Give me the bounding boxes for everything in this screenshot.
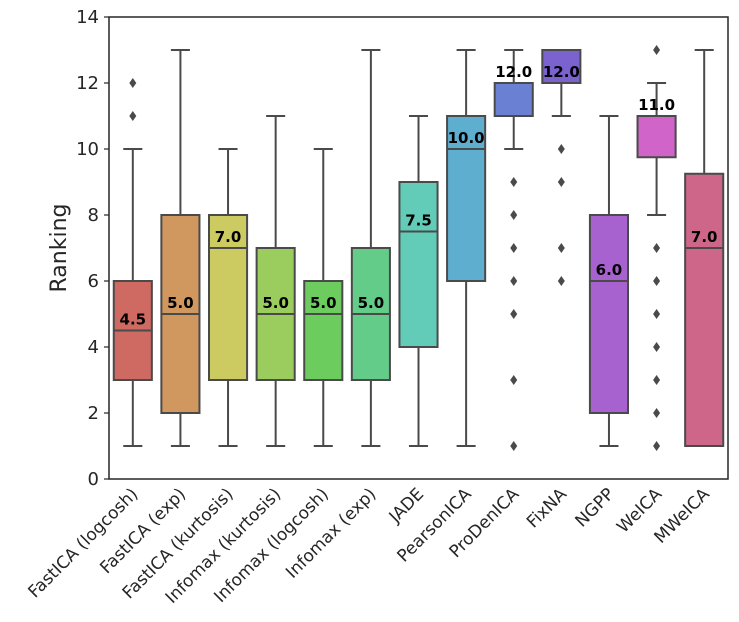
y-tick-label: 10: [76, 139, 99, 160]
outlier-point: [510, 276, 518, 286]
outlier-point: [557, 177, 565, 187]
median-label: 5.0: [358, 294, 385, 312]
median-label: 6.0: [596, 261, 623, 279]
outlier-point: [129, 111, 137, 121]
box-group: 4.5: [112, 78, 153, 447]
outlier-point: [653, 45, 661, 55]
box: [398, 181, 439, 348]
box: [588, 214, 630, 414]
y-tick-label: 6: [88, 271, 99, 292]
median-label: 11.0: [638, 96, 675, 114]
box-group: 5.0: [350, 49, 391, 447]
outlier-point: [557, 276, 565, 286]
outlier-point: [129, 78, 137, 88]
box: [493, 82, 534, 117]
outlier-point: [510, 210, 518, 220]
median-label: 7.0: [691, 228, 718, 246]
box: [636, 115, 677, 159]
outlier-point: [510, 375, 518, 385]
box-group: 10.0: [446, 49, 487, 447]
outlier-point: [557, 243, 565, 253]
outlier-point: [653, 375, 661, 385]
median-label: 10.0: [448, 129, 485, 147]
median-label: 12.0: [495, 63, 532, 81]
box-group: 5.0: [160, 49, 201, 447]
outlier-point: [653, 309, 661, 319]
box: [446, 115, 487, 282]
box-group: 7.0: [207, 148, 249, 447]
boxes-layer: 4.5 5.0 7.0 5.0 5.0 5.0 7.5 10.0 12.0 12.0 6.0 11.0…: [112, 45, 725, 451]
y-tick-label: 2: [88, 403, 99, 424]
box-group: 5.0: [255, 115, 296, 447]
y-tick-label: 14: [76, 7, 99, 28]
median-label: 5.0: [310, 294, 337, 312]
outlier-point: [653, 276, 661, 286]
outlier-point: [510, 309, 518, 319]
box-group: 12.0: [541, 49, 582, 286]
median-label: 5.0: [262, 294, 289, 312]
outlier-point: [653, 408, 661, 418]
outlier-point: [653, 342, 661, 352]
y-tick-label: 4: [88, 337, 99, 358]
y-tick-label: 12: [76, 73, 99, 94]
median-label: 7.0: [215, 228, 242, 246]
box: [303, 280, 344, 381]
box-group: 11.0: [636, 45, 677, 451]
outlier-point: [653, 441, 661, 451]
box-group: 7.0: [684, 49, 725, 447]
y-axis: 0 2 4 6 8 10 12 14: [76, 7, 109, 490]
outlier-point: [557, 144, 565, 154]
box-group: 7.5: [398, 115, 439, 447]
outlier-point: [653, 243, 661, 253]
outlier-point: [510, 441, 518, 451]
median-label: 5.0: [167, 294, 194, 312]
x-tick-label: FixNA: [523, 484, 571, 532]
box-group: 12.0: [493, 49, 534, 451]
y-tick-label: 8: [88, 205, 99, 226]
y-tick-label: 0: [88, 469, 99, 490]
median-label: 12.0: [543, 63, 580, 81]
y-axis-label: Ranking: [47, 204, 72, 293]
plot-frame: [108, 16, 729, 480]
box: [541, 49, 582, 84]
x-tick-label: JADE: [385, 484, 428, 527]
median-label: 4.5: [120, 311, 147, 329]
box-group: 6.0: [588, 115, 630, 447]
box-group: 5.0: [303, 148, 344, 447]
median-label: 7.5: [405, 212, 432, 230]
box: [684, 172, 725, 447]
outlier-point: [510, 177, 518, 187]
outlier-point: [510, 243, 518, 253]
x-axis: FastICA (logcosh)FastICA (exp)FastICA (k…: [25, 484, 714, 608]
box: [207, 214, 249, 381]
x-tick-label: NGPP: [572, 484, 619, 531]
